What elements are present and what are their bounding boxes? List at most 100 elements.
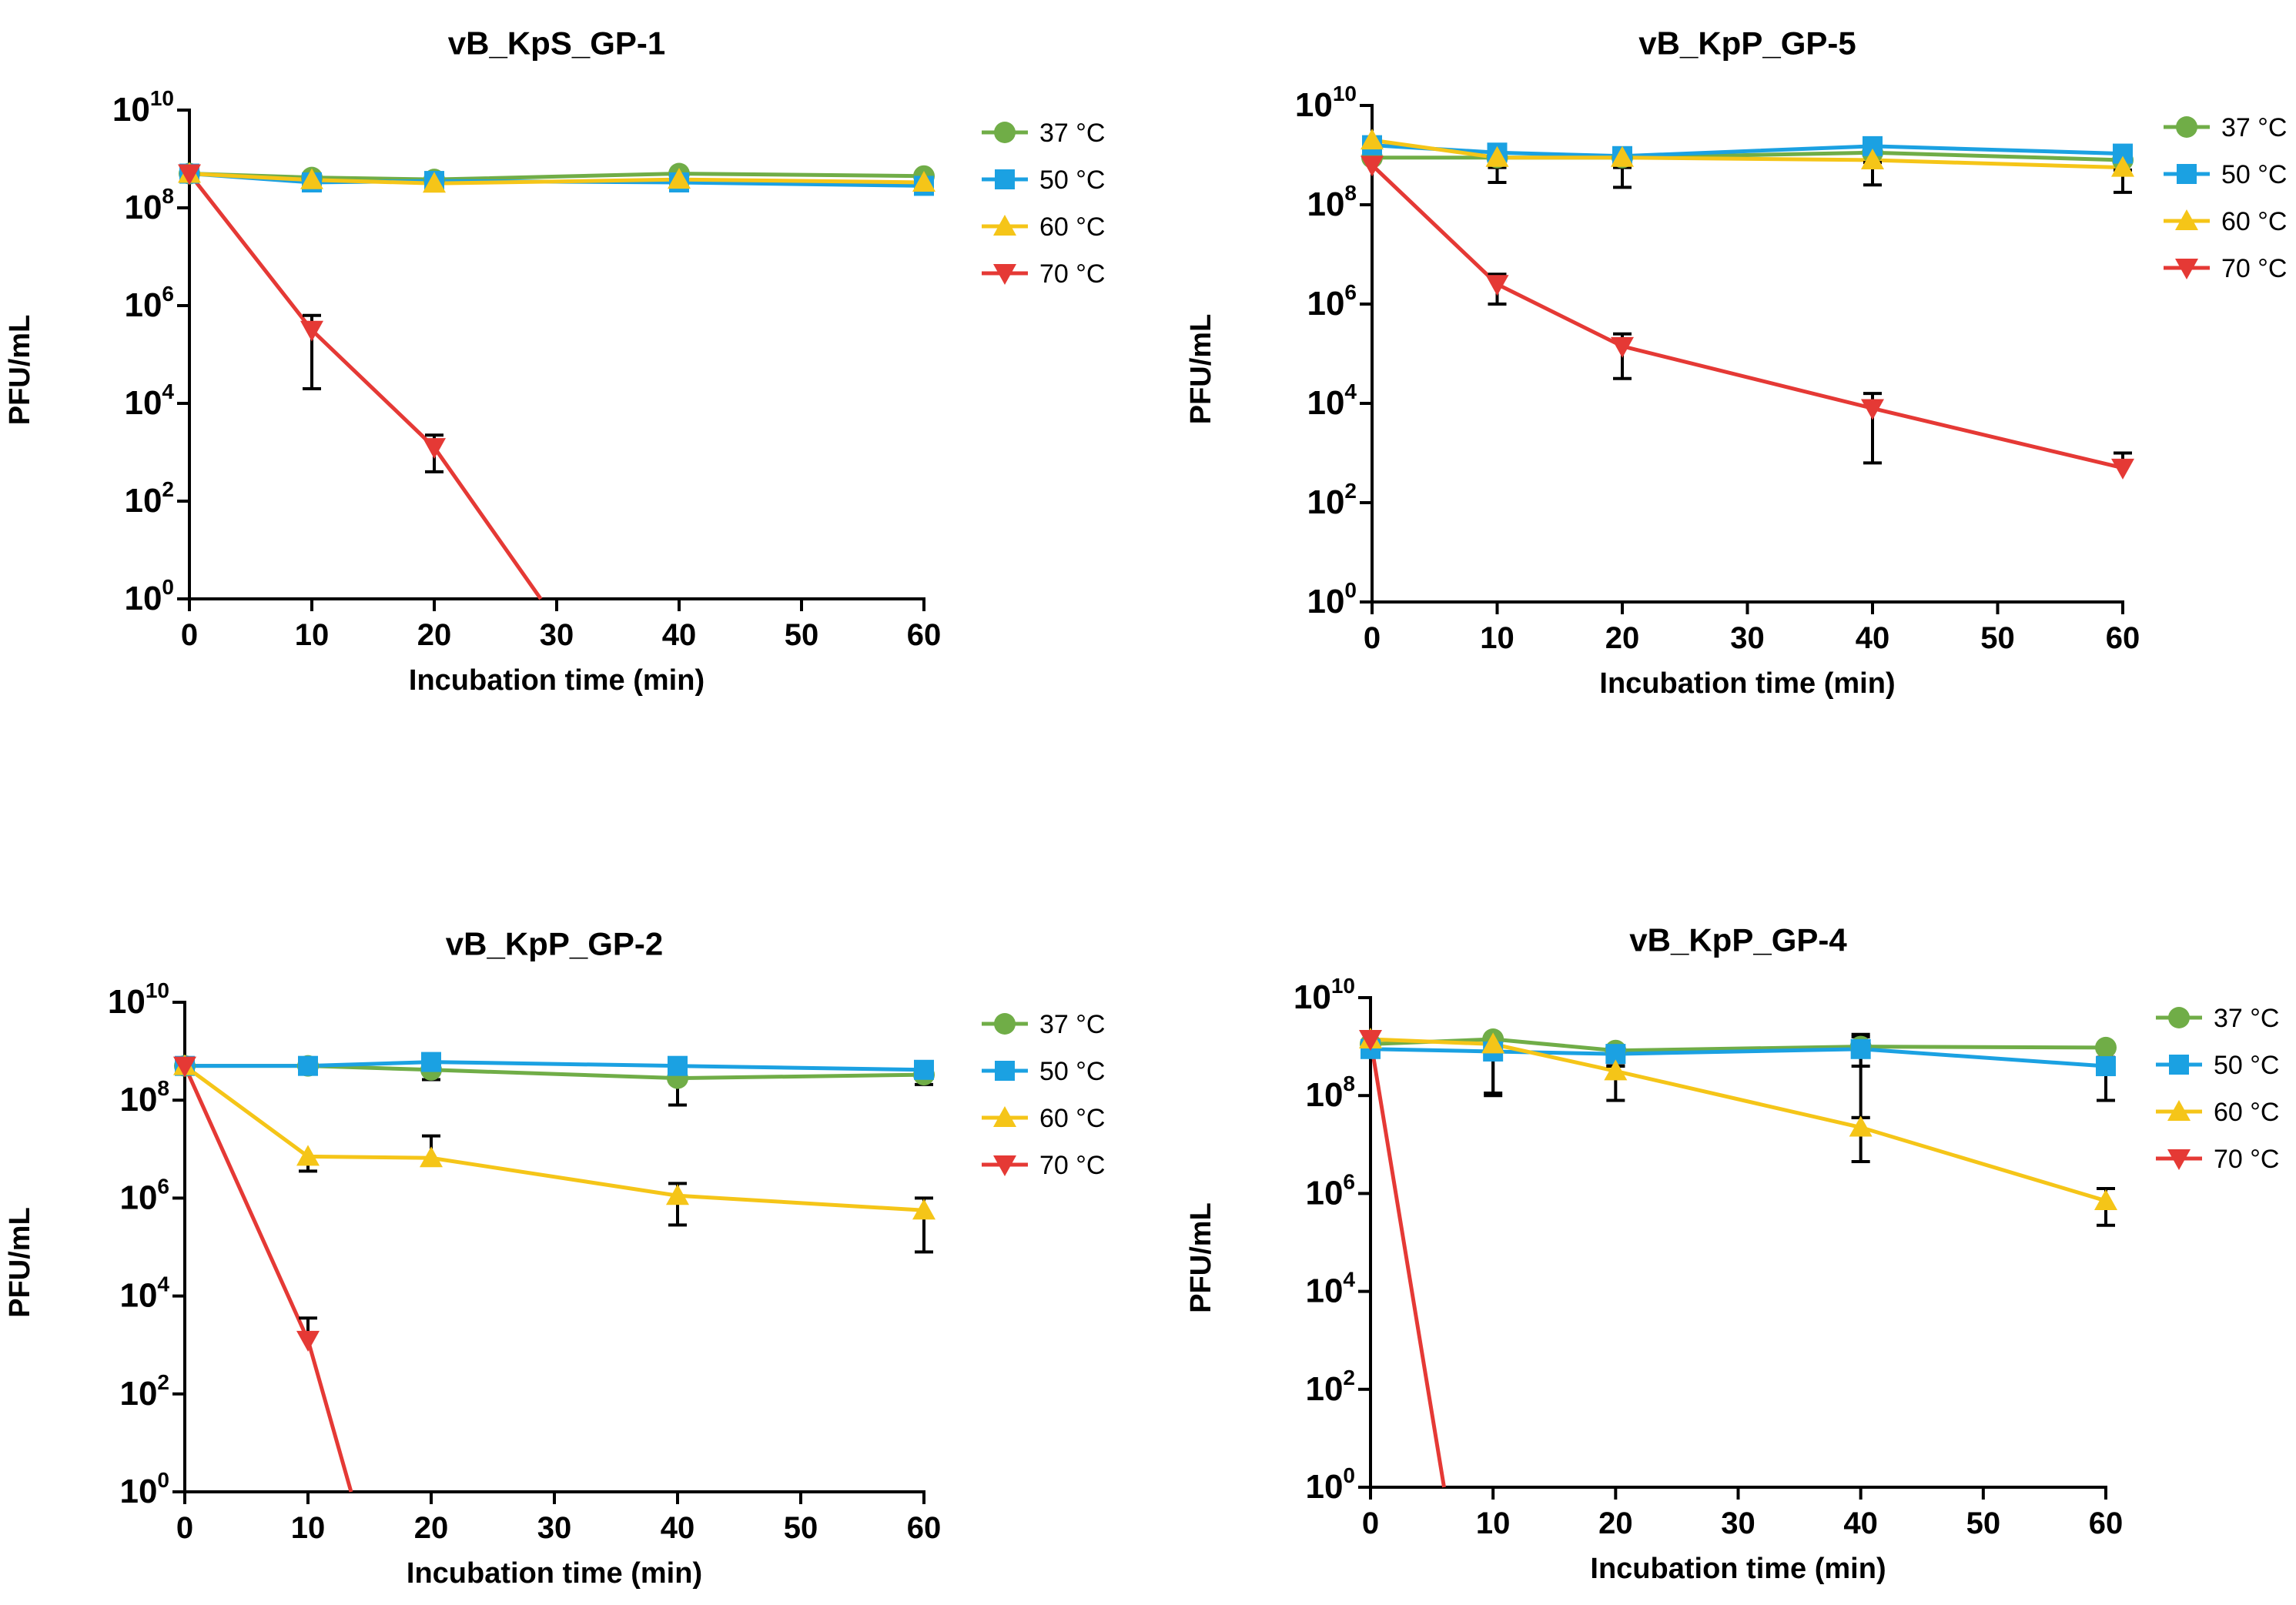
legend-marker xyxy=(2167,1149,2191,1170)
x-tick-label: 50 xyxy=(1980,621,2015,655)
series-line-70 xyxy=(1371,163,2124,470)
chart-title: vB_KpP_GP-5 xyxy=(1638,25,1856,61)
data-point-70 xyxy=(1359,1030,1382,1052)
y-tick-label: 102 xyxy=(124,477,174,520)
legend-marker xyxy=(993,264,1016,285)
y-tick-label: 106 xyxy=(124,282,174,324)
y-tick-label: 104 xyxy=(1307,380,1357,422)
data-point-50 xyxy=(914,1059,934,1080)
series-line-60 xyxy=(183,1064,925,1212)
x-tick-label: 10 xyxy=(1476,1506,1511,1540)
data-point-60 xyxy=(300,168,323,189)
data-point-60 xyxy=(1485,145,1509,167)
legend-marker xyxy=(2168,1007,2190,1028)
data-point-37 xyxy=(2095,1036,2117,1058)
y-tick-label: 102 xyxy=(1307,479,1357,521)
legend-marker xyxy=(993,1106,1016,1127)
legend-label: 60 °C xyxy=(1039,212,1105,242)
series-line-50 xyxy=(185,1060,925,1072)
y-tick-label: 104 xyxy=(1305,1268,1355,1310)
data-point-60 xyxy=(423,172,446,193)
y-tick-label: 106 xyxy=(119,1174,169,1216)
y-tick-label: 108 xyxy=(1305,1072,1355,1114)
legend-marker xyxy=(2167,1100,2191,1121)
legend-label: 70 °C xyxy=(2221,254,2287,283)
data-point-70 xyxy=(296,1330,320,1352)
x-axis-label: Incubation time (min) xyxy=(407,1557,702,1590)
x-tick-label: 40 xyxy=(662,618,697,652)
data-point-60 xyxy=(666,1184,689,1205)
x-tick-label: 20 xyxy=(1598,1506,1633,1540)
chart-panel-1: vB_KpS_GP-1 0 10 20 30 40 50 60 100 102 104 106 108 1… xyxy=(4,25,1105,697)
data-point-50 xyxy=(668,1055,688,1076)
series-line-50 xyxy=(1370,1047,2107,1068)
legend-label: 50 °C xyxy=(1039,166,1105,195)
x-tick-label: 0 xyxy=(1362,1506,1379,1540)
legend-label: 70 °C xyxy=(1039,1151,1105,1180)
x-tick-label: 30 xyxy=(537,1511,572,1545)
data-point-70 xyxy=(300,320,323,342)
chart-panel-2: vB_KpP_GP-5 0 10 20 30 40 50 60 100 102 104 106 108 1… xyxy=(1185,25,2287,700)
y-tick-label: 100 xyxy=(124,575,174,617)
x-tick-label: 50 xyxy=(1966,1506,2001,1540)
y-tick-label: 100 xyxy=(119,1468,169,1510)
y-axis-label: PFU/mL xyxy=(1185,1202,1217,1313)
y-tick-label: 102 xyxy=(119,1370,169,1413)
legend-label: 37 °C xyxy=(1039,1010,1105,1039)
data-point-60 xyxy=(1481,1032,1505,1054)
chart-title: vB_KpP_GP-4 xyxy=(1629,921,1847,958)
x-axis-label: Incubation time (min) xyxy=(1590,1553,1886,1585)
chart-title: vB_KpS_GP-1 xyxy=(448,25,665,61)
y-tick-label: 100 xyxy=(1305,1463,1355,1506)
legend-marker xyxy=(2176,116,2197,138)
x-tick-label: 60 xyxy=(907,1511,942,1545)
data-point-60 xyxy=(1611,145,1634,167)
x-tick-label: 20 xyxy=(1605,621,1640,655)
data-point-50 xyxy=(2096,1056,2116,1077)
x-tick-label: 30 xyxy=(1721,1506,1755,1540)
series-line-70 xyxy=(182,1065,353,1493)
x-tick-label: 40 xyxy=(661,1511,695,1545)
y-tick-label: 102 xyxy=(1305,1366,1355,1408)
x-tick-label: 0 xyxy=(181,618,198,652)
data-point-70 xyxy=(423,438,446,460)
legend-label: 60 °C xyxy=(2214,1098,2279,1127)
x-tick-label: 30 xyxy=(540,618,574,652)
legend-marker xyxy=(2177,164,2197,184)
data-point-60 xyxy=(1604,1059,1628,1081)
x-tick-label: 20 xyxy=(414,1511,449,1545)
x-tick-label: 50 xyxy=(784,1511,818,1545)
data-point-60 xyxy=(2111,155,2134,177)
legend-marker xyxy=(995,1061,1015,1081)
data-point-70 xyxy=(1485,275,1509,296)
data-point-60 xyxy=(420,1146,443,1168)
x-tick-label: 40 xyxy=(1843,1506,1878,1540)
legend-marker xyxy=(993,1155,1016,1176)
legend-marker xyxy=(994,122,1016,143)
data-point-60 xyxy=(912,1199,935,1220)
data-point-60 xyxy=(1849,1115,1873,1137)
x-tick-label: 60 xyxy=(2089,1506,2124,1540)
x-tick-label: 0 xyxy=(1364,621,1381,655)
data-point-60 xyxy=(1361,129,1384,150)
data-point-70 xyxy=(1361,155,1384,177)
x-tick-label: 10 xyxy=(1480,621,1514,655)
y-tick-label: 1010 xyxy=(108,978,169,1021)
legend-label: 70 °C xyxy=(2214,1145,2279,1174)
data-point-60 xyxy=(1861,148,1884,169)
x-tick-label: 50 xyxy=(785,618,819,652)
legend-label: 37 °C xyxy=(1039,119,1105,148)
data-point-60 xyxy=(2094,1189,2117,1210)
y-tick-label: 106 xyxy=(1307,280,1357,323)
chart-title: vB_KpP_GP-2 xyxy=(446,925,663,961)
data-point-50 xyxy=(421,1052,441,1072)
y-axis-label: PFU/mL xyxy=(4,315,36,426)
legend-marker xyxy=(994,1013,1016,1035)
chart-panel-3: vB_KpP_GP-2 0 10 20 30 40 50 60 100 102 104 106 108 1… xyxy=(4,925,1105,1590)
data-point-70 xyxy=(173,1056,196,1078)
data-point-60 xyxy=(668,168,691,189)
x-tick-label: 60 xyxy=(907,618,942,652)
legend-label: 37 °C xyxy=(2221,113,2287,142)
data-point-70 xyxy=(1861,399,1884,420)
